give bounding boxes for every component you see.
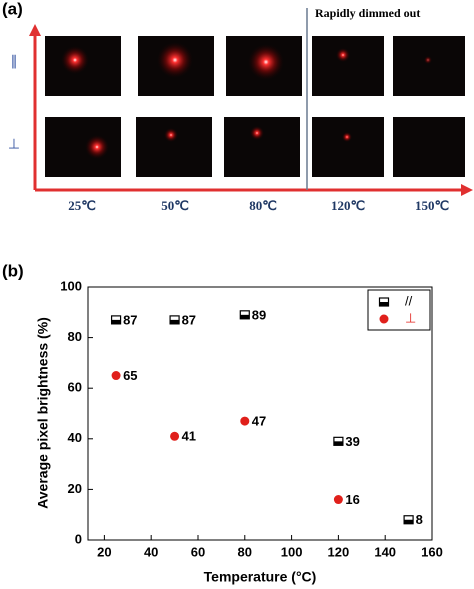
plot-frame: [87, 286, 433, 541]
photo: [224, 117, 300, 177]
point: [240, 416, 250, 426]
y-tick-label: 20: [68, 481, 82, 496]
data-label: 87: [182, 312, 196, 327]
point: [111, 371, 121, 381]
column-label: 25℃: [68, 198, 96, 213]
x-tick-label: 140: [374, 544, 396, 559]
point-half: [240, 314, 250, 319]
point: [170, 431, 180, 441]
glow: [250, 126, 264, 140]
glow: [342, 132, 352, 142]
legend-marker-half: [379, 302, 389, 306]
x-tick-label: 100: [281, 544, 303, 559]
y-tick-label: 100: [60, 278, 82, 293]
y-tick-label: 80: [68, 329, 82, 344]
note: Rapidly dimmed out: [315, 6, 420, 20]
legend-label: ⊥: [405, 310, 416, 325]
data-label: 39: [345, 434, 359, 449]
data-label: 8: [416, 512, 423, 527]
y-tick-label: 40: [68, 430, 82, 445]
legend: [367, 289, 431, 331]
arrow-head: [29, 24, 41, 36]
photo: [312, 36, 384, 96]
panel-label: (a): [2, 0, 23, 18]
point-half: [170, 319, 180, 324]
legend-marker: [379, 314, 389, 324]
y-axis-title: Average pixel brightness (%): [35, 317, 51, 509]
x-tick-label: 120: [328, 544, 350, 559]
glow: [61, 46, 89, 74]
photo: [136, 117, 212, 177]
point-half: [333, 441, 343, 446]
row-label: ⊥: [8, 136, 20, 152]
legend-label: //: [405, 293, 413, 308]
photo: [312, 117, 384, 177]
arrow-head: [461, 184, 473, 196]
data-label: 65: [123, 368, 137, 383]
column-label: 150℃: [415, 198, 449, 213]
x-tick-label: 20: [97, 544, 111, 559]
row-label: ∥: [11, 53, 18, 69]
photo: [393, 117, 465, 177]
column-label: 80℃: [249, 198, 277, 213]
y-tick-label: 60: [68, 380, 82, 395]
photo: [393, 36, 465, 96]
point-half: [111, 319, 121, 324]
data-label: 41: [182, 429, 196, 444]
data-label: 87: [123, 312, 137, 327]
data-label: 47: [252, 414, 266, 429]
x-tick-label: 60: [191, 544, 205, 559]
photo: [45, 117, 121, 177]
column-label: 120℃: [331, 198, 365, 213]
glow: [157, 42, 193, 78]
glow: [424, 56, 432, 64]
glow: [248, 44, 284, 80]
panel-label: (b): [2, 261, 24, 280]
y-tick-label: 0: [75, 531, 82, 546]
glow: [164, 128, 178, 142]
glow: [336, 48, 350, 62]
point-half: [404, 519, 414, 524]
x-tick-label: 80: [238, 544, 252, 559]
glow: [85, 135, 109, 159]
data-label: 16: [345, 492, 359, 507]
x-axis-title: Temperature (°C): [204, 569, 317, 585]
data-label: 89: [252, 307, 266, 322]
photos: [45, 36, 465, 177]
x-tick-label: 160: [421, 544, 443, 559]
x-tick-label: 40: [144, 544, 158, 559]
point: [333, 495, 343, 505]
column-label: 50℃: [161, 198, 189, 213]
